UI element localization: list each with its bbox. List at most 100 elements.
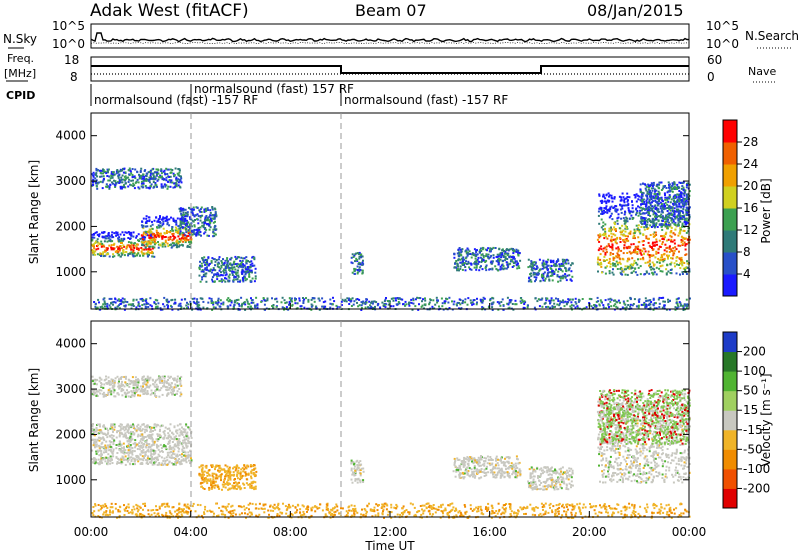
- scatter-point: [272, 306, 274, 308]
- scatter-point: [634, 248, 636, 250]
- scatter-point: [93, 252, 95, 254]
- scatter-point: [562, 299, 564, 301]
- scatter-point: [157, 179, 159, 181]
- scatter-point: [104, 303, 106, 305]
- scatter-point: [458, 249, 460, 251]
- scatter-point: [627, 300, 629, 302]
- scatter-point: [362, 260, 364, 262]
- scatter-point: [625, 274, 627, 276]
- scatter-point: [129, 233, 131, 235]
- scatter-point: [199, 261, 201, 263]
- scatter-point: [189, 301, 191, 303]
- scatter-point: [203, 261, 205, 263]
- scatter-point: [673, 223, 675, 225]
- scatter-point: [504, 268, 506, 270]
- scatter-point: [235, 300, 237, 302]
- scatter-point: [172, 239, 174, 241]
- scatter-point: [637, 236, 639, 238]
- scatter-point: [508, 303, 510, 305]
- scatter-point: [201, 215, 203, 217]
- scatter-point: [482, 248, 484, 250]
- scatter-point: [120, 242, 122, 244]
- scatter-point: [499, 305, 501, 307]
- scatter-point: [549, 307, 551, 309]
- scatter-point: [649, 254, 651, 256]
- scatter-point: [155, 307, 157, 309]
- scatter-point: [137, 179, 139, 181]
- scatter-point: [106, 183, 108, 185]
- scatter-point: [120, 256, 122, 258]
- scatter-point: [205, 215, 207, 217]
- cpid-panel: CPID normalsound (fast) -157 RF normalso…: [6, 82, 508, 107]
- scatter-point: [682, 208, 684, 210]
- scatter-point: [136, 235, 138, 237]
- scatter-point: [94, 439, 96, 441]
- scatter-point: [123, 453, 125, 455]
- scatter-point: [625, 204, 627, 206]
- scatter-point: [185, 457, 187, 459]
- scatter-point: [180, 177, 182, 179]
- scatter-point: [165, 240, 167, 242]
- scatter-point: [161, 450, 163, 452]
- scatter-point: [623, 196, 625, 198]
- scatter-point: [636, 253, 638, 255]
- scatter-point: [257, 303, 259, 305]
- scatter-point: [675, 203, 677, 205]
- scatter-point: [648, 185, 650, 187]
- scatter-point: [158, 218, 160, 220]
- scatter-point: [182, 217, 184, 219]
- scatter-point: [105, 447, 107, 449]
- scatter-point: [103, 451, 105, 453]
- scatter-point: [109, 238, 111, 240]
- scatter-point: [479, 252, 481, 254]
- scatter-point: [128, 173, 130, 175]
- scatter-point: [460, 266, 462, 268]
- scatter-point: [199, 275, 201, 277]
- scatter-point: [95, 174, 97, 176]
- scatter-point: [350, 298, 352, 300]
- scatter-point: [551, 297, 553, 299]
- scatter-point: [644, 229, 646, 231]
- scatter-point: [618, 249, 620, 251]
- scatter-point: [184, 429, 186, 431]
- scatter-point: [676, 184, 678, 186]
- scatter-point: [92, 250, 94, 252]
- scatter-point: [238, 276, 240, 278]
- scatter-point: [206, 269, 208, 271]
- scatter-point: [663, 235, 665, 237]
- scatter-point: [97, 244, 99, 246]
- scatter-point: [176, 244, 178, 246]
- scatter-point: [473, 303, 475, 305]
- scatter-point: [686, 299, 688, 301]
- scatter-point: [611, 197, 613, 199]
- scatter-point: [213, 214, 215, 216]
- scatter-point: [649, 256, 651, 258]
- scatter-point: [319, 300, 321, 302]
- scatter-point: [152, 228, 154, 230]
- scatter-point: [147, 449, 149, 451]
- scatter-point: [168, 169, 170, 171]
- scatter-point: [92, 236, 94, 238]
- date-title: 08/Jan/2015: [587, 1, 684, 20]
- scatter-point: [185, 305, 187, 307]
- scatter-point: [356, 259, 358, 261]
- scatter-point: [204, 269, 206, 271]
- scatter-point: [116, 169, 118, 171]
- scatter-point: [664, 249, 666, 251]
- scatter-point: [216, 276, 218, 278]
- scatter-point: [314, 301, 316, 303]
- scatter-point: [559, 303, 561, 305]
- scatter-point: [153, 427, 155, 429]
- scatter-point: [297, 302, 299, 304]
- scatter-point: [116, 246, 118, 248]
- scatter-point: [247, 268, 249, 270]
- noise-left-tick-bottom: 10^0: [52, 37, 85, 51]
- scatter-point: [333, 300, 335, 302]
- scatter-point: [161, 172, 163, 174]
- scatter-point: [160, 444, 162, 446]
- scatter-point: [649, 215, 651, 217]
- scatter-point: [209, 209, 211, 211]
- scatter-point: [354, 273, 356, 275]
- scatter-point: [609, 270, 611, 272]
